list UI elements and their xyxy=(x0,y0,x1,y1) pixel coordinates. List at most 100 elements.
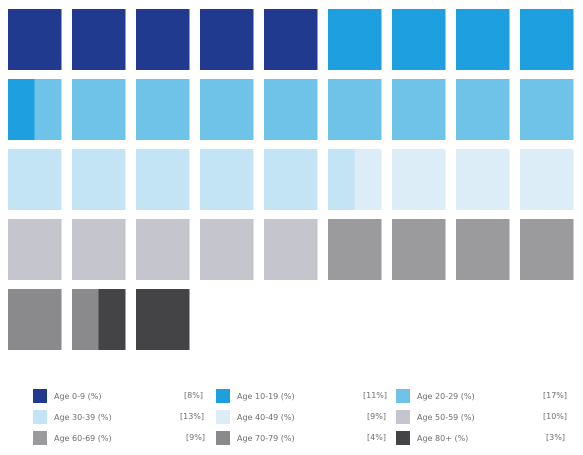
legend-swatch xyxy=(216,431,230,445)
waffle-unit xyxy=(200,149,227,210)
waffle-unit xyxy=(72,149,99,210)
legend-item: Age 80+ (%) xyxy=(396,431,468,445)
waffle-unit xyxy=(354,149,382,210)
legend-swatch xyxy=(216,389,230,403)
legend-value: [9%] xyxy=(367,412,386,421)
waffle-unit xyxy=(482,9,510,70)
waffle-unit xyxy=(34,149,62,210)
waffle-unit xyxy=(136,149,163,210)
waffle-cell xyxy=(392,149,446,210)
waffle-unit xyxy=(8,79,35,140)
waffle-cell xyxy=(200,9,254,70)
waffle-cell xyxy=(136,219,190,280)
waffle-unit xyxy=(8,219,35,280)
waffle-unit xyxy=(72,9,99,70)
waffle-cell xyxy=(136,9,190,70)
waffle-unit xyxy=(136,9,163,70)
waffle-cell xyxy=(328,79,382,140)
waffle-unit xyxy=(520,79,547,140)
waffle-unit xyxy=(264,79,291,140)
legend-label: Age 40-49 (%) xyxy=(237,412,295,422)
waffle-unit xyxy=(226,9,254,70)
waffle-unit xyxy=(418,9,446,70)
waffle-unit xyxy=(162,289,190,350)
waffle-unit xyxy=(418,149,446,210)
waffle-unit xyxy=(354,9,382,70)
legend-label: Age 80+ (%) xyxy=(417,433,469,443)
waffle-unit xyxy=(392,9,419,70)
legend-swatch xyxy=(396,431,410,445)
legend-value: [8%] xyxy=(184,391,203,400)
waffle-unit xyxy=(34,9,62,70)
legend: Age 0-9 (%) [8%] Age 10-19 (%) [11%] Age… xyxy=(0,374,583,455)
waffle-unit xyxy=(354,79,382,140)
waffle-unit xyxy=(520,219,547,280)
waffle-unit xyxy=(8,289,35,350)
waffle-cell xyxy=(520,79,574,140)
waffle-unit xyxy=(226,79,254,140)
waffle-unit xyxy=(290,9,318,70)
waffle-unit xyxy=(98,289,126,350)
legend-label: Age 10-19 (%) xyxy=(237,391,295,401)
waffle-cell xyxy=(520,219,574,280)
waffle-cell xyxy=(72,149,126,210)
waffle-cell xyxy=(8,79,62,140)
waffle-cell xyxy=(456,149,510,210)
waffle-cell xyxy=(456,219,510,280)
waffle-cell xyxy=(456,9,510,70)
waffle-unit xyxy=(546,79,574,140)
legend-item: Age 50-59 (%) xyxy=(396,410,475,424)
waffle-unit xyxy=(264,9,291,70)
waffle-cell xyxy=(392,79,446,140)
waffle-unit xyxy=(418,79,446,140)
waffle-unit xyxy=(72,79,99,140)
waffle-unit xyxy=(98,9,126,70)
legend-value: [10%] xyxy=(543,412,568,421)
waffle-cell xyxy=(520,149,574,210)
waffle-cell xyxy=(72,219,126,280)
waffle-unit xyxy=(98,149,126,210)
legend-swatch xyxy=(396,410,410,424)
waffle-cell xyxy=(8,289,62,350)
waffle-cell xyxy=(264,149,318,210)
legend-value: [13%] xyxy=(180,412,205,421)
waffle-unit xyxy=(264,219,291,280)
legend-item: Age 30-39 (%) xyxy=(33,410,112,424)
waffle-unit xyxy=(226,219,254,280)
waffle-unit xyxy=(162,219,190,280)
waffle-cell xyxy=(200,219,254,280)
waffle-unit xyxy=(200,9,227,70)
legend-label: Age 0-9 (%) xyxy=(54,391,102,401)
waffle-cell xyxy=(72,9,126,70)
waffle-cell xyxy=(136,79,190,140)
waffle-cell xyxy=(8,149,62,210)
legend-item: Age 70-79 (%) xyxy=(216,431,295,445)
waffle-unit xyxy=(456,219,483,280)
waffle-unit xyxy=(162,79,190,140)
waffle-cell xyxy=(456,79,510,140)
waffle-unit xyxy=(392,149,419,210)
waffle-unit xyxy=(418,219,446,280)
waffle-unit xyxy=(392,219,419,280)
legend-item: Age 0-9 (%) xyxy=(33,389,101,403)
waffle-unit xyxy=(546,219,574,280)
legend-value: [4%] xyxy=(367,433,386,442)
waffle-unit xyxy=(290,219,318,280)
waffle-unit xyxy=(34,219,62,280)
legend-label: Age 50-59 (%) xyxy=(417,412,475,422)
legend-label: Age 20-29 (%) xyxy=(417,391,475,401)
legend-value: [3%] xyxy=(546,433,565,442)
waffle-unit xyxy=(136,219,163,280)
legend-swatch xyxy=(216,410,230,424)
waffle-unit xyxy=(456,9,483,70)
waffle-cell xyxy=(264,219,318,280)
legend-item: Age 40-49 (%) xyxy=(216,410,295,424)
waffle-unit xyxy=(456,149,483,210)
waffle-unit xyxy=(8,9,35,70)
legend-swatch xyxy=(33,389,47,403)
waffle-unit xyxy=(200,219,227,280)
waffle-cell xyxy=(328,9,382,70)
waffle-cell xyxy=(328,149,382,210)
waffle-unit xyxy=(290,79,318,140)
legend-label: Age 30-39 (%) xyxy=(54,412,112,422)
